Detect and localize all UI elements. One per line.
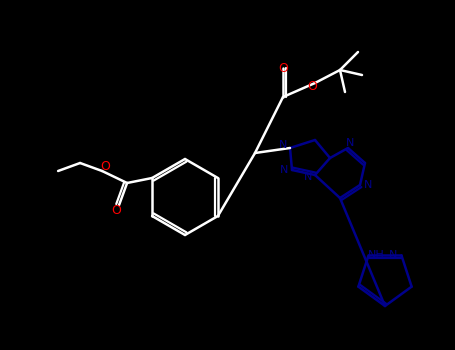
Text: O: O xyxy=(307,79,317,92)
Text: N: N xyxy=(279,140,287,150)
Text: N: N xyxy=(280,165,288,175)
Text: N: N xyxy=(389,250,398,260)
Text: N: N xyxy=(304,172,312,182)
Text: O: O xyxy=(278,62,288,75)
Text: N: N xyxy=(364,180,372,190)
Text: N: N xyxy=(346,138,354,148)
Text: O: O xyxy=(111,203,121,217)
Text: O: O xyxy=(100,160,110,173)
Text: NH: NH xyxy=(368,250,385,260)
